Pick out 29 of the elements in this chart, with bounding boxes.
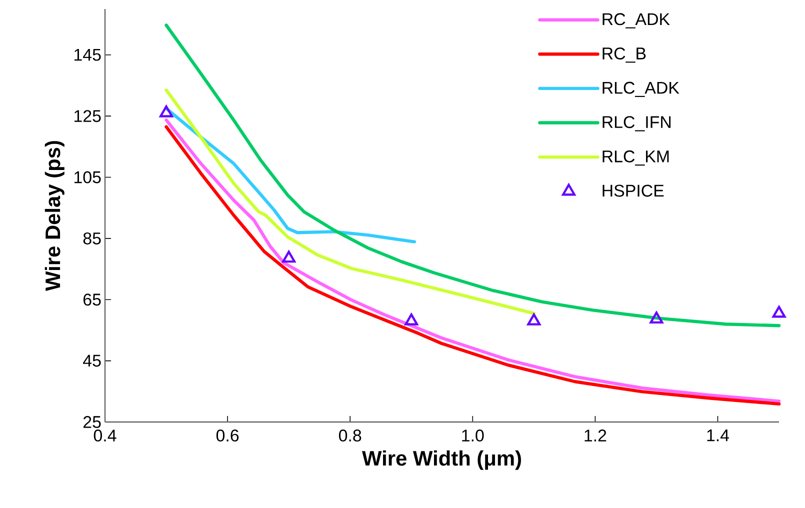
y-axis-title: Wire Delay (ps) — [44, 141, 64, 291]
point — [650, 312, 664, 324]
legend-label: RC_ADK — [602, 13, 670, 28]
y-tick-label: 145 — [74, 48, 101, 61]
x-tick-label: 1.0 — [462, 430, 484, 442]
legend-label: RLC_KM — [602, 150, 669, 166]
legend-label: HSPICE — [602, 184, 664, 197]
point — [160, 105, 173, 118]
x-tick-label: 1.4 — [707, 430, 730, 442]
point — [282, 250, 296, 263]
line-series — [164, 88, 536, 315]
x-tick-label: 0.6 — [216, 430, 239, 442]
x-tick-label: 1.2 — [584, 430, 606, 442]
y-tick-label: 105 — [74, 171, 101, 184]
y-tick-label: 65 — [84, 294, 101, 306]
x-tick-label: 0.4 — [94, 430, 116, 442]
point — [772, 306, 786, 318]
x-tick-label: 0.8 — [338, 430, 362, 442]
y-tick-label: 85 — [83, 232, 101, 244]
y-tick-label: 125 — [74, 110, 101, 122]
point — [527, 313, 541, 326]
line-series — [164, 106, 416, 244]
x-axis-title: Wire Width (μm) — [362, 450, 521, 470]
y-tick-label: 45 — [83, 354, 101, 367]
legend-label: RLC_IFN — [602, 116, 671, 132]
legend-label: RLC_ADK — [602, 82, 680, 97]
y-tick-label: 25 — [84, 416, 101, 428]
point — [404, 313, 418, 326]
legend-label: RC_B — [602, 47, 646, 63]
